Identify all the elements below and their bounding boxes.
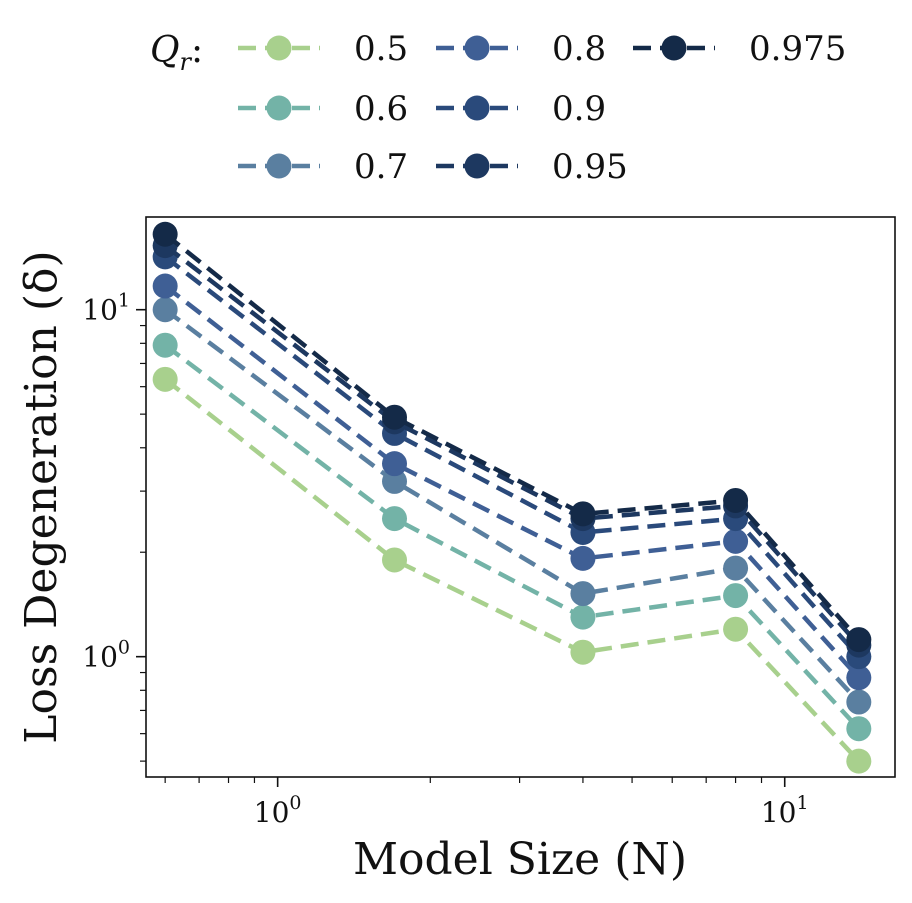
y-tick-label: 101 [82,290,130,327]
data-point [570,639,596,665]
legend-marker [266,153,292,179]
data-point [723,555,749,581]
y-minor-ticks [140,324,146,762]
x-tick-label: 101 [761,792,809,829]
legend-title: Qr: [150,30,203,76]
legend-item: 0.95 [436,147,628,187]
legend-marker [464,95,490,121]
data-point [570,501,596,527]
data-point [846,716,872,742]
legend-item: 0.9 [436,89,606,129]
data-point [152,332,178,358]
plot-area: 100 101 100 101 [82,216,896,829]
data-point [152,366,178,392]
data-point [723,583,749,609]
legend-label: 0.7 [354,147,408,187]
series-0.975 [152,221,872,653]
data-point [382,468,408,494]
x-tick-label: 100 [254,792,302,829]
legend: Qr: 0.5 0.6 0.7 0.8 0.9 0.95 0.975 [150,29,846,187]
legend-marker [464,153,490,179]
legend-marker [464,35,490,61]
legend-label: 0.95 [552,147,628,187]
data-point [570,604,596,630]
legend-marker [266,35,292,61]
legend-item: 0.8 [436,29,606,69]
data-point [723,487,749,513]
legend-item: 0.7 [238,147,408,187]
series-line [163,243,861,647]
plot-frame [145,216,896,778]
y-major-ticks: 100 101 [82,290,146,674]
x-minor-ticks [164,777,763,783]
data-point [723,616,749,642]
data-point [846,665,872,691]
legend-marker [266,95,292,121]
series-line [163,232,861,642]
data-point [152,273,178,299]
series-0.6 [152,332,872,742]
data-point [570,581,596,607]
series-line [163,255,861,659]
data-point [152,297,178,323]
x-axis-label: Model Size (N) [353,834,687,885]
data-point [152,221,178,247]
legend-item: 0.6 [238,89,408,129]
series-0.95 [152,233,872,658]
data-point [846,748,872,774]
legend-label: 0.8 [552,29,606,69]
legend-item: 0.975 [633,29,846,69]
legend-label: 0.9 [552,89,606,129]
data-point [382,451,408,477]
data-point [723,528,749,554]
data-point [846,689,872,715]
series-group [152,221,872,774]
series-0.5 [152,366,872,774]
y-axis-label: Loss Degeneration (δ) [16,250,67,743]
series-line [163,307,861,704]
series-line [163,377,861,763]
legend-label: 0.6 [354,89,408,129]
legend-label: 0.975 [749,29,846,69]
data-point [846,627,872,653]
legend-label: 0.5 [354,29,408,69]
legend-item: 0.5 [238,29,408,69]
data-point [382,506,408,532]
data-point [382,404,408,430]
series-0.8 [152,273,872,691]
legend-marker [661,35,687,61]
data-point [570,545,596,571]
series-0.7 [152,297,872,715]
y-tick-label: 100 [82,637,130,674]
x-major-ticks: 100 101 [254,777,809,829]
data-point [382,547,408,573]
